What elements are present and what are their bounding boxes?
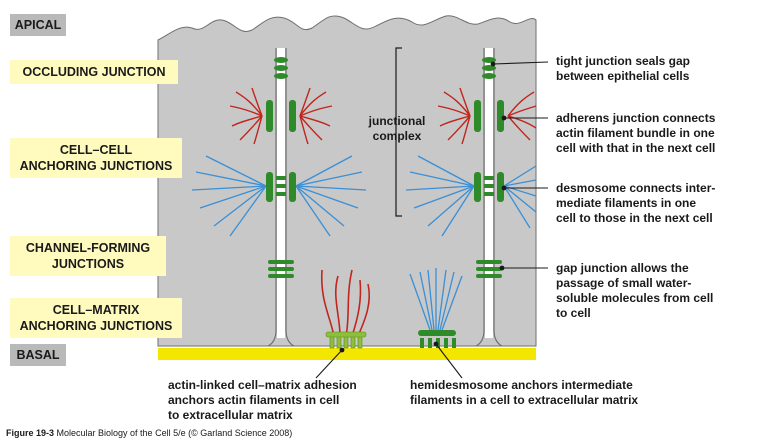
basal-tag: BASAL	[10, 344, 66, 366]
adherens-junction-annotation: adherens junction connects actin filamen…	[556, 111, 716, 155]
gap-junction-right	[476, 260, 502, 278]
caption-text: Molecular Biology of the Cell 5/e (© Gar…	[54, 428, 293, 438]
label-text: CHANNEL-FORMING JUNCTIONS	[25, 241, 151, 271]
cell-layer	[157, 15, 537, 347]
desmosome-filaments-right	[405, 155, 537, 237]
channel-forming-label: CHANNEL-FORMING JUNCTIONS	[10, 236, 166, 276]
cell-matrix-adhesion-annotation: actin-linked cell–matrix adhesion anchor…	[168, 378, 357, 422]
tight-junction-right	[482, 57, 496, 79]
figure-caption: Figure 19-3 Molecular Biology of the Cel…	[6, 428, 292, 438]
cell-cell-anchoring-label: CELL–CELL ANCHORING JUNCTIONS	[10, 138, 182, 178]
desmosome-left	[266, 172, 296, 202]
hemidesmosome-annotation: hemidesmosome anchors intermediate filam…	[410, 378, 639, 407]
adherens-actin-left	[229, 87, 333, 145]
junctional-complex-label: junctional complex	[368, 114, 426, 143]
desmosome-filaments-left	[191, 155, 367, 237]
tight-junction-left	[274, 57, 288, 79]
cell-boundary-left	[267, 48, 277, 347]
gap-junction-left	[268, 260, 294, 278]
cell-matrix-adhesion	[325, 331, 367, 349]
adherens-actin-right	[437, 87, 537, 145]
bottom-pointers	[315, 343, 463, 379]
cell-boundary-right-b	[493, 48, 503, 347]
figure-number: Figure 19-3	[6, 428, 55, 438]
cell-matrix-actin	[320, 269, 371, 337]
label-text: CELL–MATRIX ANCHORING JUNCTIONS	[19, 303, 173, 333]
hemidesmosome-filaments	[409, 268, 463, 331]
adherens-junction-left	[266, 100, 296, 132]
cell-matrix-anchoring-label: CELL–MATRIX ANCHORING JUNCTIONS	[10, 298, 182, 338]
tight-junction-annotation: tight junction seals gap between epithel…	[556, 54, 691, 83]
right-pointer-dots	[490, 61, 507, 271]
label-text: OCCLUDING JUNCTION	[22, 65, 166, 79]
junctional-complex-bracket	[395, 47, 402, 217]
gap-junction-annotation: gap junction allows the passage of small…	[556, 261, 714, 320]
right-pointers	[492, 61, 549, 269]
adherens-junction-right	[474, 100, 504, 132]
apical-tag: APICAL	[10, 14, 66, 36]
cell-boundary-left-b	[285, 48, 295, 347]
label-text: CELL–CELL ANCHORING JUNCTIONS	[19, 143, 173, 173]
desmosome-right	[474, 172, 504, 202]
bottom-pointer-dots	[339, 341, 439, 353]
cell-boundary-right	[475, 48, 485, 347]
occluding-junction-label: OCCLUDING JUNCTION	[10, 60, 178, 84]
basal-lamina	[158, 348, 536, 360]
desmosome-annotation: desmosome connects inter- mediate filame…	[556, 181, 716, 225]
